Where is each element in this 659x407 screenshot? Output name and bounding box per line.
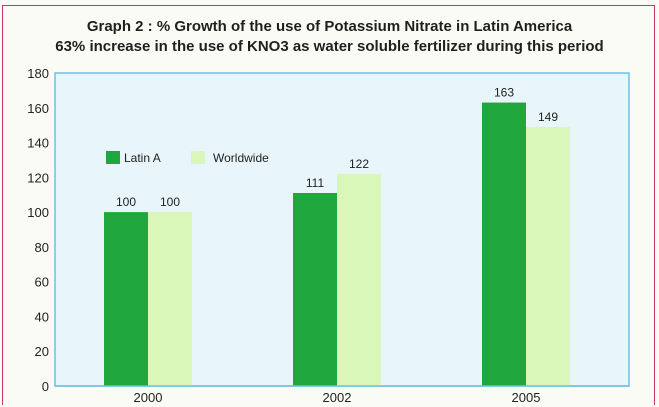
legend-swatch [106,151,120,164]
y-tick-label: 20 [35,344,49,359]
data-label: 122 [349,157,369,171]
data-label: 111 [306,176,325,190]
y-tick-label: 0 [42,379,49,394]
data-label: 100 [116,195,136,209]
y-tick-label: 60 [35,275,49,290]
legend-label: Worldwide [213,151,269,165]
legend-swatch [191,151,205,164]
y-tick-label: 80 [35,240,49,255]
data-label: 149 [538,110,558,124]
title-block: Graph 2 : % Growth of the use of Potassi… [6,17,653,57]
y-tick-label: 100 [27,205,49,220]
x-tick-label: 2000 [134,390,163,405]
data-label: 163 [494,86,514,100]
chart-title: Graph 2 : % Growth of the use of Potassi… [86,18,573,35]
frame-border [2,5,655,405]
chart-subtitle: 63% increase in the use of KNO3 as water… [55,38,604,55]
bar-worldwide [526,126,570,387]
y-tick-label: 180 [27,66,49,81]
legend-label: Latin A [124,151,161,165]
y-tick-label: 140 [27,136,49,151]
y-tick-label: 40 [35,309,49,324]
data-label: 100 [160,195,180,209]
x-tick-label: 2005 [512,390,541,405]
x-tick-label: 2002 [323,390,352,405]
bar-latin-a [482,102,526,387]
bar-latin-a [293,192,337,386]
bar-worldwide [148,212,192,386]
y-tick-label: 160 [27,101,49,116]
bar-latin-a [104,212,148,386]
y-tick-label: 120 [27,170,49,185]
bar-worldwide [337,173,381,386]
